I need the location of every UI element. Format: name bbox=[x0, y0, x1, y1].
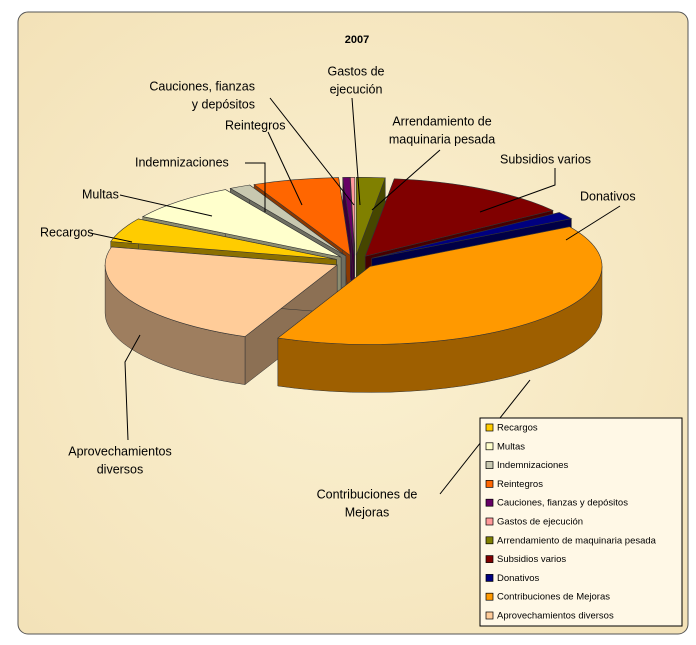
data-label: diversos bbox=[97, 462, 144, 476]
legend-swatch bbox=[486, 593, 493, 600]
data-label: Multas bbox=[82, 187, 119, 201]
legend-label: Multas bbox=[497, 441, 525, 452]
legend-label: Cauciones, fianzas y depósitos bbox=[497, 498, 628, 509]
data-label: Donativos bbox=[580, 189, 636, 203]
legend-swatch bbox=[486, 518, 493, 525]
pie bbox=[105, 177, 602, 392]
legend-label: Reintegros bbox=[497, 479, 543, 490]
chart-title: 2007 bbox=[345, 34, 369, 46]
data-label: maquinaria pesada bbox=[389, 132, 495, 146]
legend-swatch bbox=[486, 537, 493, 544]
legend-label: Gastos de ejecución bbox=[497, 517, 583, 528]
data-label: Recargos bbox=[40, 225, 94, 239]
legend-label: Recargos bbox=[497, 423, 538, 434]
legend-label: Donativos bbox=[497, 573, 539, 584]
legend-label: Aprovechamientos diversos bbox=[497, 611, 614, 622]
data-label: Gastos de bbox=[328, 64, 385, 78]
legend-swatch bbox=[486, 499, 493, 506]
data-label: Arrendamiento de bbox=[392, 114, 491, 128]
data-label: Aprovechamientos bbox=[68, 444, 172, 458]
data-label: Subsidios varios bbox=[500, 152, 591, 166]
legend: Recargos Multas Indemnizaciones Reintegros C… bbox=[480, 418, 682, 626]
legend-label: Arrendamiento de maquinaria pesada bbox=[497, 535, 657, 546]
legend-label: Contribuciones de Mejoras bbox=[497, 592, 610, 603]
data-label: Indemnizaciones bbox=[135, 155, 229, 169]
legend-swatch bbox=[486, 612, 493, 619]
legend-swatch bbox=[486, 462, 493, 469]
data-label: Contribuciones de bbox=[317, 487, 418, 501]
data-label: Cauciones, fianzas bbox=[149, 79, 255, 93]
legend-swatch bbox=[486, 556, 493, 563]
legend-swatch bbox=[486, 424, 493, 431]
legend-label: Subsidios varios bbox=[497, 554, 566, 565]
legend-label: Indemnizaciones bbox=[497, 460, 569, 471]
data-label: Mejoras bbox=[345, 505, 389, 519]
legend-swatch bbox=[486, 574, 493, 581]
data-label: y depósitos bbox=[192, 97, 255, 111]
legend-swatch bbox=[486, 480, 493, 487]
data-label: Reintegros bbox=[225, 118, 285, 132]
legend-swatch bbox=[486, 443, 493, 450]
data-label: ejecución bbox=[330, 82, 383, 96]
